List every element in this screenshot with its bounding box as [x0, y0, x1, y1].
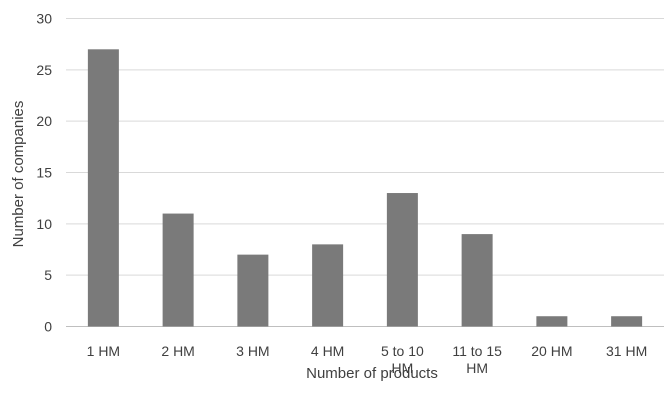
y-tick-label: 20 — [36, 113, 52, 129]
bar — [312, 244, 344, 327]
y-tick-label: 0 — [44, 319, 52, 335]
bar — [611, 316, 643, 327]
bar — [87, 49, 119, 327]
gridlines — [66, 18, 664, 327]
bar — [162, 213, 194, 327]
x-tick-label: 11 to 15 HM — [452, 343, 502, 376]
x-tick-label: 5 to 10 HM — [381, 343, 424, 376]
x-tick-label: 2 HM — [161, 343, 194, 359]
y-tick-label: 10 — [36, 216, 52, 232]
y-tick-label: 15 — [36, 165, 52, 181]
bar — [461, 234, 493, 327]
bars — [87, 49, 643, 327]
bar — [237, 254, 269, 327]
x-tick-label: 1 HM — [87, 343, 120, 359]
x-tick-label: 31 HM — [606, 343, 647, 359]
y-tick-label: 5 — [44, 267, 52, 283]
x-tick-label: 20 HM — [531, 343, 572, 359]
y-axis-title: Number of companies — [10, 101, 27, 248]
x-tick-label: 4 HM — [311, 343, 344, 359]
x-axis-title: Number of products — [306, 365, 438, 382]
x-tick-label: 3 HM — [236, 343, 269, 359]
y-tick-label: 30 — [36, 11, 52, 27]
bar — [386, 193, 418, 327]
x-axis-ticks: 1 HM 2 HM 3 HM 4 HM 5 to 10 HM 11 to 15 HM 20 HM… — [87, 343, 648, 376]
y-tick-label: 25 — [36, 62, 52, 78]
bar — [536, 316, 568, 327]
y-axis-ticks: 0 5 10 15 20 25 30 — [36, 11, 52, 335]
